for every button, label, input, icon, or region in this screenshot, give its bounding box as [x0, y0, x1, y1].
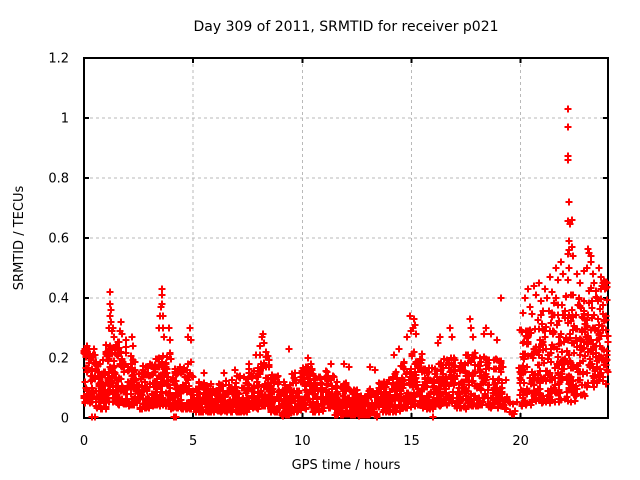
y-tick-label: 0.2 — [48, 352, 69, 367]
x-tick-label: 5 — [189, 434, 197, 449]
y-tick-label: 0.4 — [48, 292, 69, 307]
y-tick-label: 0.8 — [48, 172, 69, 187]
chart-title: Day 309 of 2011, SRMTID for receiver p02… — [193, 19, 498, 35]
x-tick-label: 10 — [294, 434, 311, 449]
x-tick-label: 15 — [403, 434, 420, 449]
data-points-scatter — [80, 105, 612, 421]
axis-tick-labels: 0 5 10 15 20 0 0.2 0.4 0.6 0.8 1 1.2 — [48, 52, 529, 450]
x-tick-label: 0 — [80, 434, 88, 449]
y-tick-label: 0.6 — [48, 232, 69, 247]
x-axis-label: GPS time / hours — [292, 458, 401, 473]
y-axis-label: SRMTID / TECUs — [12, 186, 27, 291]
y-tick-label: 1 — [61, 112, 69, 127]
x-tick-label: 20 — [512, 434, 529, 449]
y-tick-label: 1.2 — [48, 52, 69, 67]
y-tick-label: 0 — [61, 412, 69, 427]
